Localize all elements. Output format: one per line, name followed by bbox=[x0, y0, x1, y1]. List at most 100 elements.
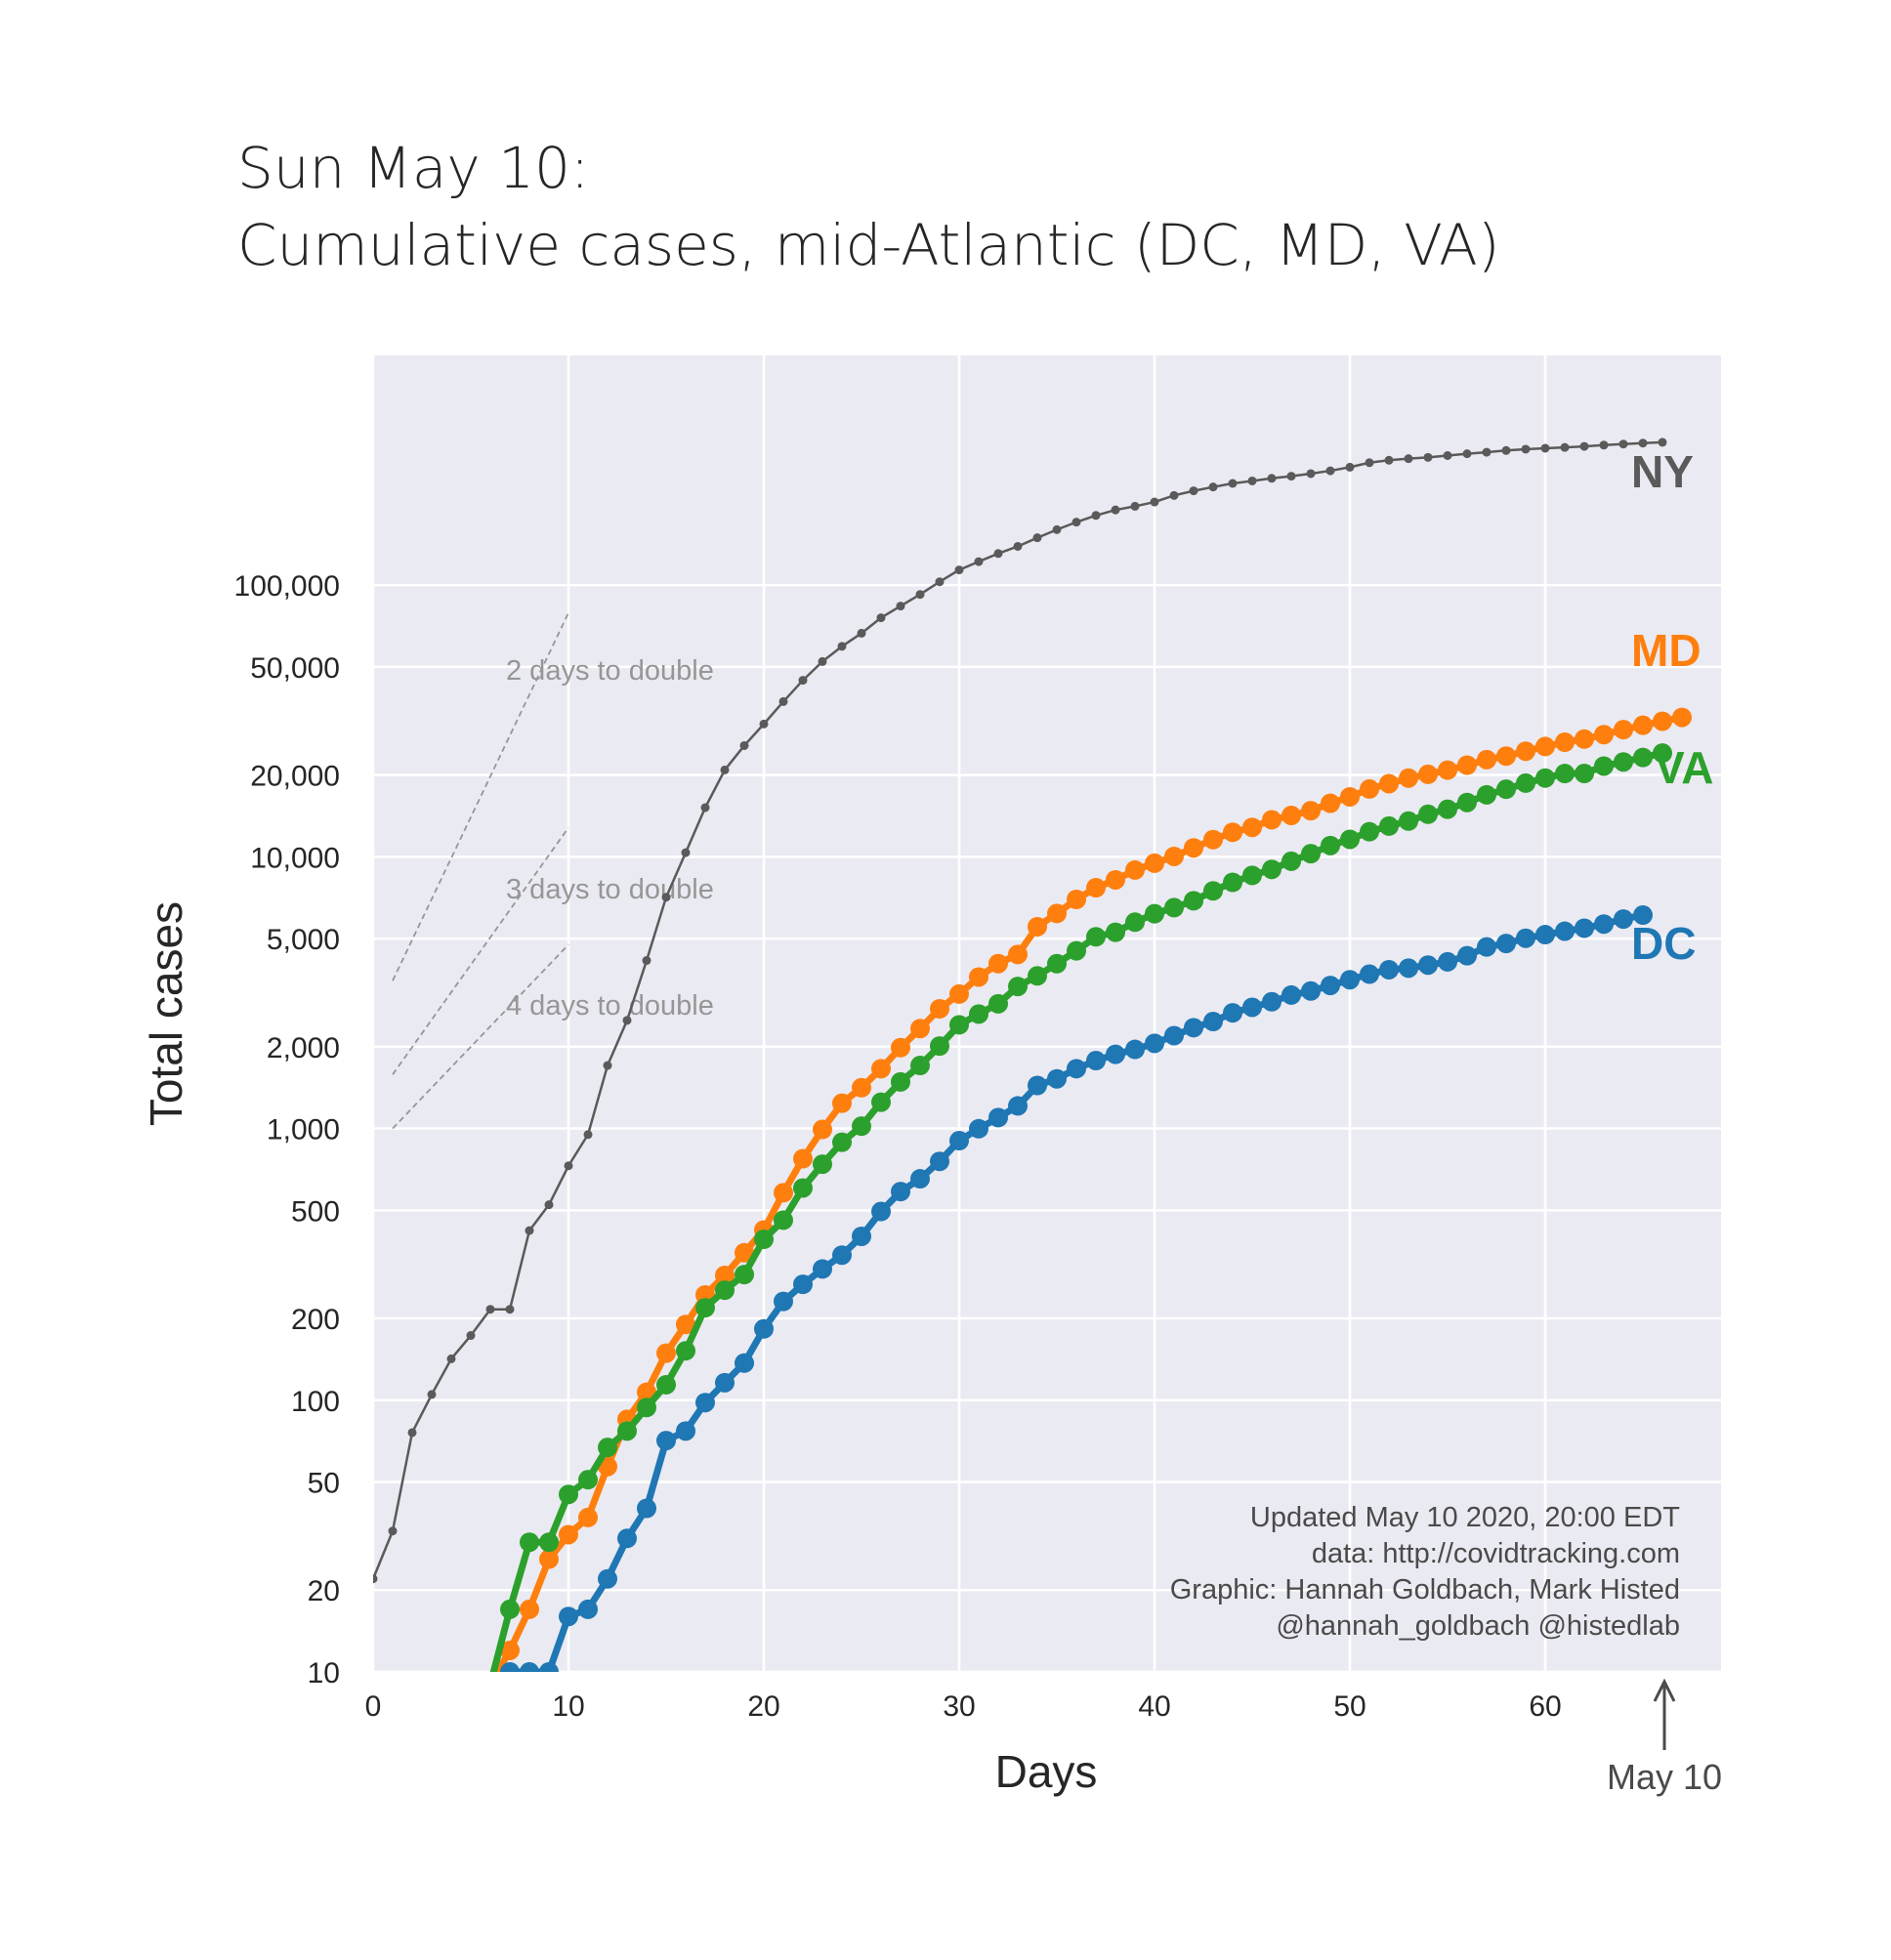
data-point-ny bbox=[857, 628, 866, 638]
data-point-va bbox=[1242, 865, 1262, 886]
data-point-dc bbox=[578, 1599, 598, 1619]
data-point-va bbox=[1223, 872, 1242, 893]
data-point-md bbox=[1301, 801, 1321, 821]
data-point-md bbox=[891, 1037, 910, 1058]
data-point-dc bbox=[1575, 918, 1594, 938]
data-point-md bbox=[1340, 786, 1360, 807]
data-point-ny bbox=[720, 765, 730, 774]
data-point-md bbox=[1575, 729, 1594, 749]
data-point-dc bbox=[871, 1201, 891, 1222]
data-point-va bbox=[1125, 912, 1145, 933]
data-point-ny bbox=[1462, 449, 1472, 459]
data-point-va bbox=[969, 1004, 988, 1024]
y-tick-label: 200 bbox=[291, 1304, 340, 1336]
data-point-ny bbox=[1579, 441, 1589, 451]
series-label-va: VA bbox=[1655, 742, 1714, 793]
data-point-va bbox=[813, 1154, 832, 1175]
data-point-va bbox=[1594, 756, 1614, 776]
data-point-md bbox=[1477, 749, 1496, 770]
data-point-md bbox=[1379, 773, 1399, 794]
data-point-md bbox=[1047, 903, 1067, 924]
data-point-dc bbox=[754, 1318, 774, 1339]
data-point-dc bbox=[1535, 925, 1555, 945]
doubling-guide-label: 4 days to double bbox=[506, 990, 714, 1022]
data-point-ny bbox=[1013, 541, 1023, 551]
data-point-ny bbox=[1384, 455, 1394, 465]
data-point-md bbox=[1008, 944, 1028, 965]
data-point-ny bbox=[407, 1428, 417, 1438]
data-point-ny bbox=[505, 1305, 515, 1314]
data-point-va bbox=[520, 1532, 539, 1553]
data-point-dc bbox=[1614, 909, 1633, 930]
data-point-ny bbox=[759, 719, 769, 729]
data-point-ny bbox=[954, 565, 964, 575]
data-point-va bbox=[735, 1265, 754, 1285]
data-point-va bbox=[1047, 953, 1067, 974]
data-point-va bbox=[1008, 977, 1028, 997]
data-point-md bbox=[1282, 806, 1301, 826]
data-point-ny bbox=[681, 848, 691, 857]
data-point-ny bbox=[876, 613, 886, 623]
data-point-dc bbox=[1516, 928, 1535, 948]
data-point-dc bbox=[520, 1662, 539, 1672]
data-point-dc bbox=[910, 1169, 930, 1189]
data-point-ny bbox=[1032, 533, 1042, 543]
data-point-dc bbox=[1594, 914, 1614, 935]
data-point-dc bbox=[695, 1393, 715, 1413]
data-point-ny bbox=[915, 590, 925, 600]
data-point-va bbox=[754, 1230, 774, 1250]
data-point-ny bbox=[1247, 476, 1257, 485]
data-point-dc bbox=[1203, 1012, 1223, 1032]
credits: Updated May 10 2020, 20:00 EDT data: http… bbox=[1170, 1502, 1681, 1642]
data-point-md bbox=[1145, 853, 1164, 873]
data-point-va bbox=[598, 1438, 617, 1458]
data-point-dc bbox=[1379, 959, 1399, 980]
data-point-dc bbox=[1457, 945, 1477, 966]
data-point-ny bbox=[1404, 454, 1413, 464]
data-point-ny bbox=[1618, 439, 1628, 449]
data-point-md bbox=[1672, 707, 1692, 728]
y-tick-label: 1,000 bbox=[267, 1114, 340, 1147]
x-tick-label: 10 bbox=[552, 1690, 584, 1723]
data-point-md bbox=[1262, 810, 1282, 830]
data-point-dc bbox=[1125, 1039, 1145, 1060]
x-tick-label: 30 bbox=[943, 1690, 975, 1723]
data-point-md bbox=[1457, 755, 1477, 775]
data-point-md bbox=[1653, 711, 1672, 731]
data-point-ny bbox=[642, 956, 651, 966]
data-point-va bbox=[715, 1280, 735, 1301]
data-point-md bbox=[774, 1183, 793, 1203]
x-tick-label: 0 bbox=[365, 1690, 382, 1723]
y-tick-label: 50,000 bbox=[250, 652, 340, 685]
data-point-va bbox=[1282, 851, 1301, 871]
data-point-ny bbox=[739, 740, 749, 750]
doubling-guide-label: 3 days to double bbox=[506, 874, 714, 905]
x-tick-label: 60 bbox=[1529, 1690, 1561, 1723]
data-point-ny bbox=[1443, 451, 1452, 461]
data-point-md bbox=[1321, 793, 1340, 813]
data-point-ny bbox=[798, 676, 808, 686]
data-point-md bbox=[1203, 829, 1223, 850]
data-point-dc bbox=[1477, 937, 1496, 957]
y-tick-label: 100 bbox=[291, 1386, 340, 1418]
series-label-ny: NY bbox=[1631, 446, 1694, 497]
data-point-md bbox=[1184, 838, 1203, 858]
data-point-va bbox=[1028, 966, 1047, 986]
data-point-va bbox=[1633, 747, 1653, 768]
y-tick-label: 500 bbox=[291, 1195, 340, 1228]
x-tick-label: 40 bbox=[1138, 1690, 1170, 1723]
data-point-md bbox=[500, 1640, 520, 1660]
data-point-ny bbox=[1560, 442, 1570, 452]
y-tick-label: 50 bbox=[308, 1468, 340, 1500]
data-point-dc bbox=[1067, 1059, 1086, 1079]
data-point-ny bbox=[1482, 447, 1492, 457]
data-point-va bbox=[1086, 927, 1106, 947]
data-point-va bbox=[793, 1178, 813, 1198]
data-point-va bbox=[637, 1397, 656, 1418]
data-point-ny bbox=[1365, 458, 1374, 468]
data-point-md bbox=[1516, 741, 1535, 762]
data-point-md bbox=[1164, 846, 1184, 866]
data-point-ny bbox=[778, 696, 788, 706]
data-point-dc bbox=[676, 1421, 695, 1441]
